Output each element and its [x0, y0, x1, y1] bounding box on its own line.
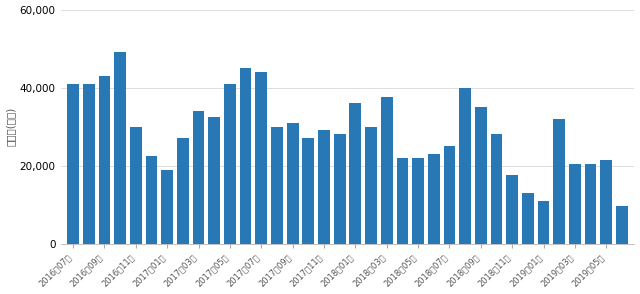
Bar	[522, 193, 534, 243]
Bar	[475, 107, 486, 243]
Y-axis label: 거래량(건수): 거래량(건수)	[6, 107, 15, 146]
Bar	[506, 175, 518, 243]
Bar	[99, 76, 110, 243]
Bar	[460, 88, 471, 243]
Bar	[538, 201, 549, 243]
Bar	[161, 170, 173, 243]
Bar	[585, 163, 596, 243]
Bar	[83, 84, 95, 243]
Bar	[287, 123, 298, 243]
Bar	[616, 206, 628, 243]
Bar	[130, 126, 141, 243]
Bar	[334, 134, 346, 243]
Bar	[318, 131, 330, 243]
Bar	[115, 52, 126, 243]
Bar	[303, 138, 314, 243]
Bar	[67, 84, 79, 243]
Bar	[428, 154, 440, 243]
Bar	[381, 97, 392, 243]
Bar	[177, 138, 189, 243]
Bar	[255, 72, 267, 243]
Bar	[569, 163, 580, 243]
Bar	[412, 158, 424, 243]
Bar	[349, 103, 361, 243]
Bar	[397, 158, 408, 243]
Bar	[224, 84, 236, 243]
Bar	[491, 134, 502, 243]
Bar	[209, 117, 220, 243]
Bar	[146, 156, 157, 243]
Bar	[240, 68, 252, 243]
Bar	[271, 126, 283, 243]
Bar	[554, 119, 565, 243]
Bar	[600, 160, 612, 243]
Bar	[193, 111, 204, 243]
Bar	[444, 146, 455, 243]
Bar	[365, 126, 377, 243]
